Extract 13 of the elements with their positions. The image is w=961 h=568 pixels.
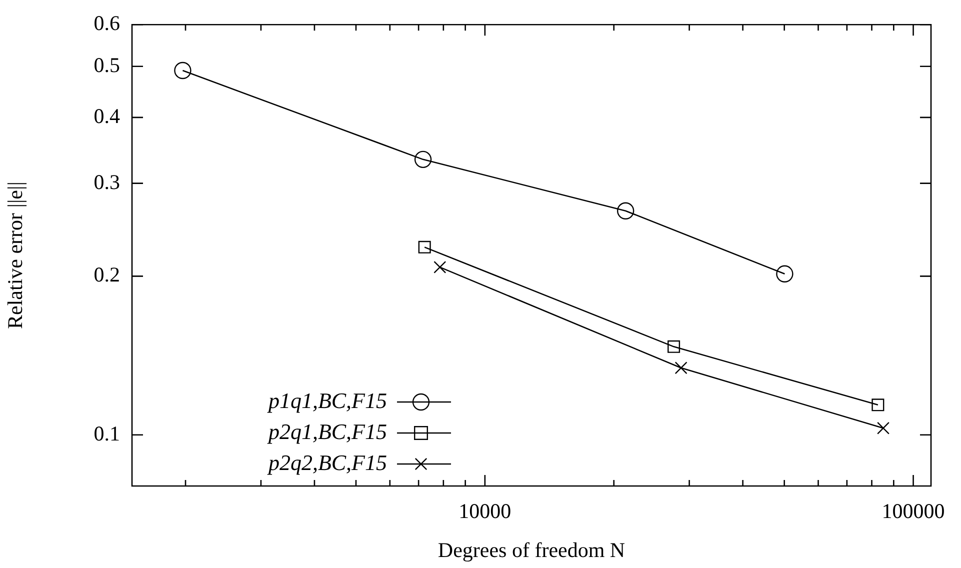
x-axis-title: Degrees of freedom N bbox=[438, 538, 626, 562]
legend-label: p2q2,BC,F15 bbox=[266, 450, 387, 475]
y-axis-title: Relative error ||e|| bbox=[3, 182, 28, 330]
x-tick-label: 10000 bbox=[458, 499, 512, 524]
y-tick-label: 0.3 bbox=[94, 170, 120, 194]
y-tick-label: 0.5 bbox=[94, 52, 120, 77]
x-tick-label: 100000 bbox=[882, 499, 945, 524]
y-tick-label: 0.2 bbox=[94, 262, 120, 287]
legend-label: p2q1,BC,F15 bbox=[266, 418, 387, 444]
legend-label: p1q1,BC,F15 bbox=[266, 388, 387, 413]
y-tick-label: 0.4 bbox=[94, 104, 120, 128]
y-tick-label: 0.1 bbox=[94, 421, 120, 446]
y-tick-label: 0.6 bbox=[94, 11, 120, 36]
